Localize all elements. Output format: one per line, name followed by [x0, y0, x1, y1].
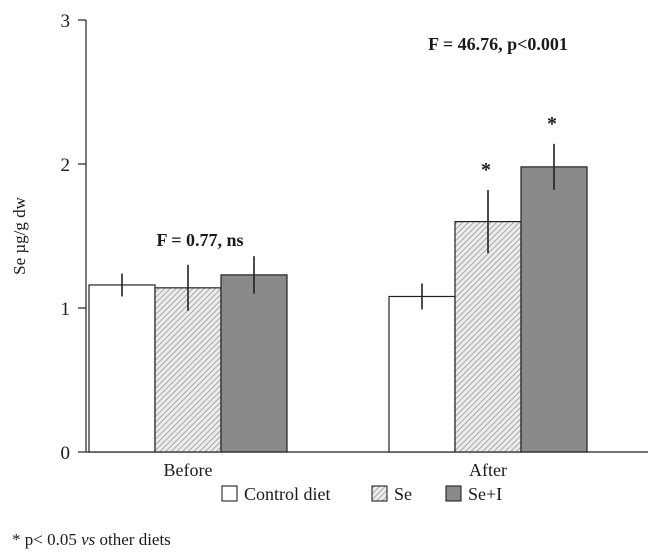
legend-swatch	[371, 485, 388, 502]
legend-swatch	[445, 485, 462, 502]
significance-marker: *	[547, 113, 557, 135]
bar-after-1	[454, 221, 522, 453]
legend-label: Se+I	[468, 484, 502, 504]
legend-label: Se	[394, 484, 412, 504]
y-tick-label: 1	[61, 299, 71, 320]
bar-after-2	[520, 166, 588, 453]
annotation-f-stat: F = 46.76, p<0.001	[428, 34, 568, 54]
footnote-prefix: * p< 0.05	[12, 530, 82, 549]
y-tick-label: 2	[61, 155, 71, 176]
legend-label: Control diet	[244, 484, 331, 504]
y-tick-label: 0	[61, 443, 71, 464]
y-tick-label: 3	[61, 11, 71, 32]
x-tick-label: Before	[164, 460, 213, 480]
bar-before-2	[220, 274, 288, 453]
bar-before-1	[154, 287, 222, 453]
significance-marker: *	[481, 159, 491, 181]
bar-chart: 0 1 2 3 Se µg/g dw Before After * * F = 0.77, ns F…	[10, 11, 648, 504]
bar-before-0	[88, 284, 156, 453]
footnote: * p< 0.05 vs other diets	[12, 530, 171, 550]
footnote-italic: vs	[81, 530, 96, 549]
annotation-f-stat: F = 0.77, ns	[156, 230, 243, 250]
footnote-suffix: other diets	[95, 530, 171, 549]
legend-swatch	[221, 485, 238, 502]
bar-after-0	[388, 295, 456, 453]
x-tick-label: After	[469, 460, 507, 480]
y-axis-label: Se µg/g dw	[10, 196, 29, 275]
